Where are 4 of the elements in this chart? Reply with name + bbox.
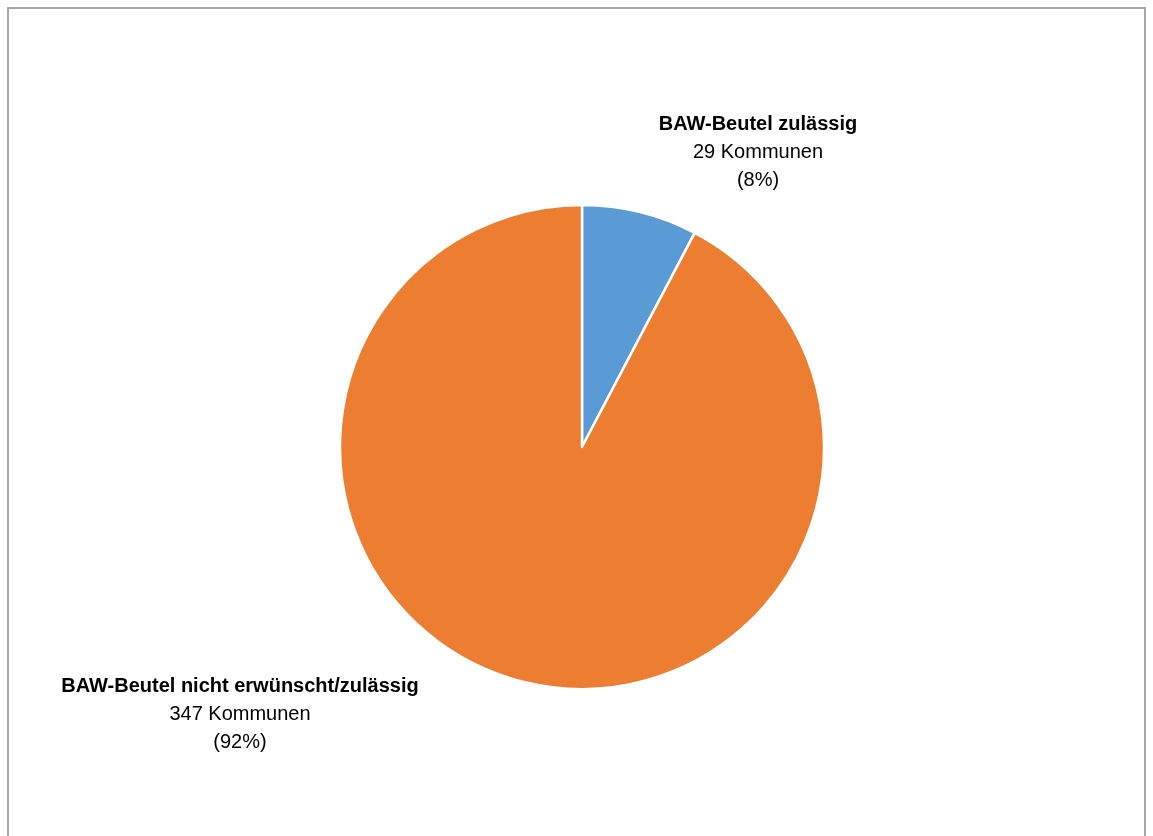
slice-label: BAW-Beutel zulässig bbox=[658, 112, 858, 134]
data-label: 347 Kommunen (92%) bbox=[169, 702, 311, 752]
data-label: 29 Kommunen (8%) bbox=[692, 140, 824, 190]
slice-label: BAW-Beutel nicht erwünscht/zulässig bbox=[61, 674, 419, 696]
